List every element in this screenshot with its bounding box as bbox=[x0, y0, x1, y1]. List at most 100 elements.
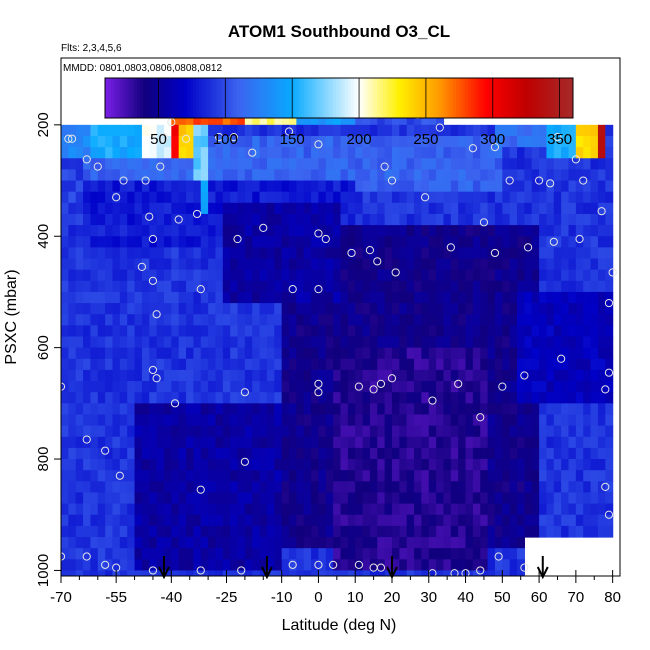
colorbar-swatch bbox=[175, 78, 179, 118]
heatmap-cell bbox=[105, 436, 114, 449]
heatmap-cell bbox=[597, 258, 606, 271]
heatmap-cell bbox=[244, 492, 253, 505]
heatmap-cell bbox=[141, 414, 150, 427]
heatmap-cell bbox=[149, 225, 158, 237]
heatmap-cell bbox=[222, 559, 231, 572]
heatmap-cell bbox=[443, 169, 452, 182]
colorbar-swatch bbox=[394, 78, 398, 118]
heatmap-cell bbox=[391, 314, 400, 326]
heatmap-cell bbox=[163, 247, 172, 260]
heatmap-cell bbox=[480, 191, 489, 204]
heatmap-cell bbox=[259, 347, 268, 360]
heatmap-cell bbox=[61, 247, 69, 260]
heatmap-cell bbox=[517, 548, 525, 560]
heatmap-cell bbox=[399, 158, 408, 170]
heatmap-cell bbox=[406, 425, 415, 438]
heatmap-cell bbox=[480, 492, 489, 505]
heatmap-cell bbox=[575, 191, 584, 204]
heatmap-cell bbox=[539, 369, 548, 382]
heatmap-cell bbox=[149, 280, 158, 293]
heatmap-cell bbox=[583, 314, 592, 326]
heatmap-cell bbox=[112, 280, 121, 293]
heatmap-cell bbox=[399, 537, 408, 549]
heatmap-cell bbox=[480, 336, 489, 349]
heatmap-cell bbox=[443, 414, 452, 427]
heatmap-cell bbox=[362, 414, 371, 427]
heatmap-cell bbox=[443, 347, 452, 360]
heatmap-cell bbox=[443, 291, 452, 304]
heatmap-cell bbox=[421, 303, 430, 315]
heatmap-cell bbox=[149, 147, 158, 159]
heatmap-cell bbox=[186, 280, 194, 293]
heatmap-cell bbox=[186, 436, 194, 449]
heatmap-cell bbox=[281, 425, 290, 438]
heatmap-cell bbox=[546, 147, 555, 159]
heatmap-cell bbox=[575, 202, 584, 215]
heatmap-cell bbox=[458, 314, 467, 326]
heatmap-cell bbox=[561, 169, 570, 182]
heatmap-cell bbox=[134, 369, 143, 382]
heatmap-cell bbox=[281, 436, 290, 449]
heatmap-cell bbox=[325, 414, 334, 427]
heatmap-cell bbox=[450, 124, 459, 137]
heatmap-cell bbox=[296, 303, 305, 315]
heatmap-cell bbox=[561, 492, 570, 505]
heatmap-cell bbox=[487, 180, 496, 193]
heatmap-cell bbox=[289, 425, 297, 438]
heatmap-cell bbox=[61, 514, 69, 527]
heatmap-cell bbox=[296, 525, 305, 538]
heatmap-cell bbox=[208, 191, 217, 204]
heatmap-cell bbox=[163, 403, 172, 416]
heatmap-cell bbox=[458, 213, 467, 226]
heatmap-cell bbox=[171, 124, 180, 137]
heatmap-cell bbox=[311, 481, 320, 494]
colorbar-swatch bbox=[324, 78, 328, 118]
heatmap-cell bbox=[156, 503, 165, 516]
heatmap-cell bbox=[325, 258, 334, 271]
heatmap-cell bbox=[186, 403, 194, 416]
heatmap-cell bbox=[68, 358, 77, 371]
heatmap-cell bbox=[266, 303, 275, 315]
x-tick-label: 10 bbox=[347, 589, 364, 606]
heatmap-cell bbox=[156, 425, 165, 438]
heatmap-cell bbox=[421, 236, 430, 248]
heatmap-cell bbox=[524, 169, 533, 182]
heatmap-cell bbox=[75, 158, 84, 170]
heatmap-cell bbox=[119, 291, 128, 304]
heatmap-cell bbox=[303, 169, 312, 182]
heatmap-cell bbox=[546, 403, 555, 416]
heatmap-cell bbox=[134, 169, 143, 182]
heatmap-cell bbox=[134, 481, 143, 494]
heatmap-cell bbox=[583, 225, 592, 237]
heatmap-cell bbox=[318, 492, 327, 505]
heatmap-cell bbox=[347, 314, 356, 326]
heatmap-cell bbox=[163, 459, 172, 471]
heatmap-cell bbox=[436, 492, 445, 505]
heatmap-cell bbox=[362, 247, 371, 260]
heatmap-cell bbox=[208, 392, 217, 404]
heatmap-cell bbox=[480, 358, 489, 371]
heatmap-cell bbox=[274, 247, 283, 260]
heatmap-cell bbox=[134, 314, 143, 326]
heatmap-cell bbox=[509, 358, 518, 371]
heatmap-cell bbox=[252, 247, 261, 260]
heatmap-cell bbox=[524, 158, 533, 170]
heatmap-cell bbox=[208, 180, 217, 193]
heatmap-cell bbox=[575, 392, 584, 404]
heatmap-cell bbox=[590, 202, 599, 215]
heatmap-cell bbox=[369, 559, 378, 572]
heatmap-cell bbox=[406, 202, 415, 215]
heatmap-cell bbox=[524, 381, 533, 393]
colorbar-swatch bbox=[511, 78, 515, 118]
heatmap-cell bbox=[156, 481, 165, 494]
heatmap-cell bbox=[362, 548, 371, 560]
heatmap-cell bbox=[480, 447, 489, 460]
heatmap-cell bbox=[266, 169, 275, 182]
heatmap-cell bbox=[178, 269, 187, 282]
heatmap-cell bbox=[414, 481, 423, 494]
heatmap-cell bbox=[539, 124, 548, 137]
heatmap-cell bbox=[487, 392, 496, 404]
colorbar-swatch bbox=[447, 78, 451, 118]
heatmap-cell bbox=[311, 503, 320, 516]
heatmap-cell bbox=[171, 503, 180, 516]
